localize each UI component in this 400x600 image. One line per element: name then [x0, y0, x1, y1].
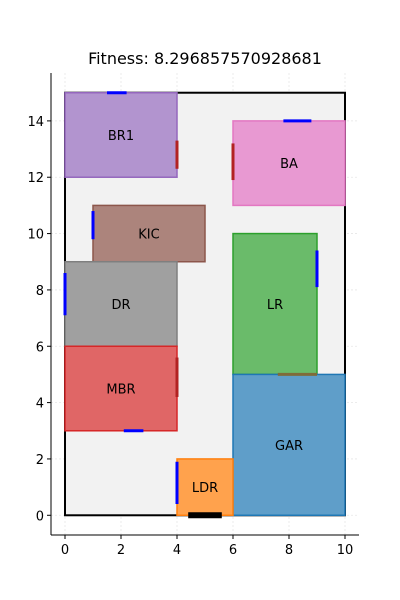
- room-dr: [64, 260, 178, 348]
- x-tick-label: 8: [285, 543, 293, 558]
- x-tick-label: 4: [173, 543, 181, 558]
- x-tick-label: 2: [117, 543, 125, 558]
- room-labels: BR1 BA KIC DR LR MBR GAR LDR: [106, 129, 303, 496]
- room-ba: [232, 120, 346, 207]
- y-tick-label: 6: [36, 340, 44, 355]
- x-tick-label: 6: [229, 543, 237, 558]
- y-tick-label: 2: [36, 453, 44, 468]
- openings: [63, 91, 319, 519]
- room-gar: [232, 373, 346, 517]
- room-label-ba: BA: [280, 157, 298, 172]
- room-label-gar: GAR: [275, 439, 303, 454]
- room-kic: [92, 204, 206, 263]
- room-br1: [64, 91, 178, 178]
- room-lr: [232, 232, 318, 376]
- room-ldr: [176, 458, 234, 517]
- y-tick-label: 0: [36, 509, 44, 524]
- rooms: [64, 91, 346, 517]
- room-label-kic: KIC: [138, 228, 159, 243]
- room-label-lr: LR: [267, 298, 283, 313]
- room-label-dr: DR: [111, 298, 130, 313]
- x-tick-label: 0: [61, 543, 69, 558]
- room-label-mbr: MBR: [106, 383, 135, 398]
- axes: 0 2 4 6 8 10 0 2 4 6 8 10 12 14: [27, 73, 359, 558]
- room-label-br1: BR1: [108, 129, 134, 144]
- x-tick-label: 10: [337, 543, 354, 558]
- y-tick-label: 14: [27, 115, 44, 130]
- y-tick-label: 10: [27, 228, 44, 243]
- room-mbr: [64, 345, 178, 432]
- y-tick-label: 8: [36, 284, 44, 299]
- room-label-ldr: LDR: [192, 481, 218, 496]
- chart-title: Fitness: 8.296857570928681: [88, 49, 322, 68]
- y-tick-label: 4: [36, 397, 44, 412]
- y-tick-label: 12: [27, 171, 44, 186]
